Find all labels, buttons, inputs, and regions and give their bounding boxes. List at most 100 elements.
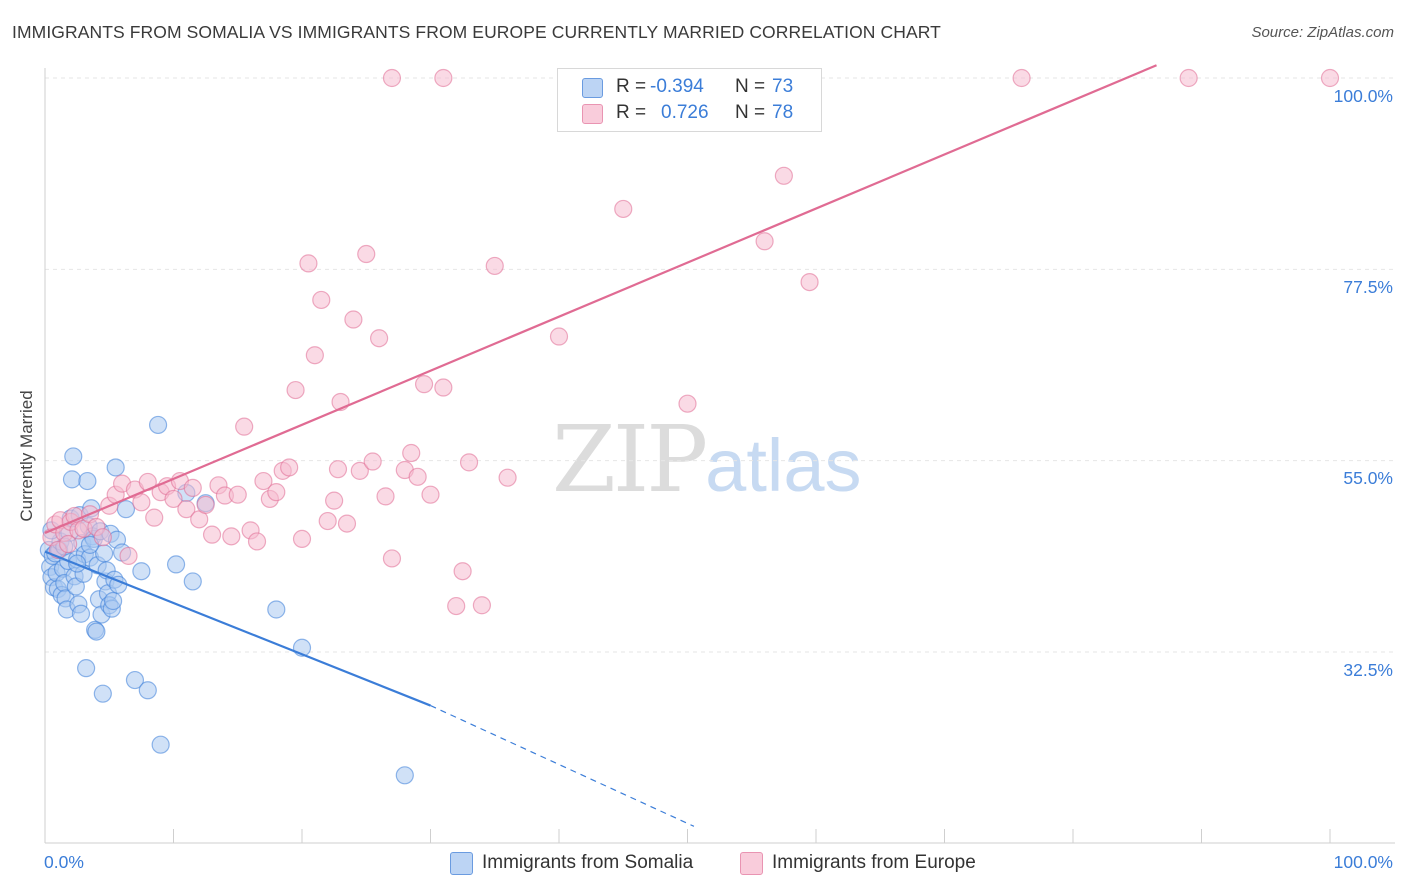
watermark: ZIPatlas (552, 406, 861, 513)
europe-point (1179, 68, 1198, 88)
legend-r-label: R = (616, 76, 647, 97)
bottom-legend-swatch-europe (740, 852, 763, 875)
somalia-point (151, 735, 170, 754)
europe-point (222, 527, 241, 546)
europe-point (337, 514, 357, 533)
europe-point (421, 485, 440, 504)
europe-point (447, 596, 466, 616)
legend-r-label: R = (616, 102, 647, 123)
europe-point (1320, 68, 1340, 88)
legend-n-value: 73 (772, 76, 794, 97)
europe-point (93, 528, 112, 547)
somalia-point (125, 670, 145, 690)
europe-point (382, 549, 402, 568)
somalia-point (132, 562, 151, 581)
europe-point (254, 471, 273, 491)
europe-point (402, 443, 421, 463)
europe-point (119, 546, 138, 566)
legend-n-label: N = (735, 76, 766, 97)
legend-swatch-europe (582, 104, 603, 124)
watermark-zip: ZIP (552, 406, 708, 513)
somalia-point (148, 415, 168, 435)
europe-point (280, 458, 299, 477)
legend-swatch-somalia (582, 78, 603, 98)
europe-point (344, 310, 363, 329)
somalia-point (138, 681, 157, 700)
somalia-point (106, 458, 125, 477)
europe-point (286, 380, 305, 400)
somalia-point (116, 500, 136, 519)
x-tick-label-min: 0.0% (44, 852, 84, 872)
europe-point (382, 68, 402, 88)
somalia-point (395, 766, 414, 785)
europe-point (292, 529, 312, 549)
europe-point (350, 461, 369, 480)
legend-r-value: 0.726 (661, 102, 709, 123)
europe-point (145, 508, 164, 527)
europe-point (472, 596, 491, 615)
y-tick-label-77-5: 77.5% (1343, 277, 1393, 297)
europe-point (357, 244, 376, 264)
europe-point (453, 562, 472, 581)
europe-point (132, 493, 151, 512)
europe-point (164, 489, 183, 509)
europe-point (318, 511, 337, 531)
europe-point (459, 453, 479, 472)
somalia-trend-line (44, 550, 431, 707)
europe-point (414, 375, 434, 394)
bottom-legend-label-somalia: Immigrants from Somalia (482, 852, 694, 873)
europe-point (755, 232, 774, 251)
europe-point (434, 378, 453, 397)
y-tick-label-100: 100.0% (1333, 86, 1393, 106)
correlation-legend: R = -0.394 N = 73 R = 0.726 N = 78 (557, 68, 822, 132)
x-tick-label-max: 100.0% (1333, 852, 1393, 872)
europe-point (228, 485, 247, 504)
europe-point (299, 254, 318, 273)
europe-point (177, 500, 196, 519)
europe-point (247, 532, 267, 551)
somalia-point (104, 591, 123, 611)
europe-point (485, 256, 504, 276)
somalia-point (267, 600, 286, 619)
europe-point (800, 272, 819, 292)
legend-r-value: -0.394 (650, 76, 704, 97)
y-tick-label-32-5: 32.5% (1343, 660, 1393, 680)
somalia-point (78, 471, 97, 491)
legend-n-value: 78 (772, 102, 794, 123)
somalia-point (71, 604, 91, 623)
europe-point (325, 491, 344, 510)
europe-point (59, 534, 78, 554)
somalia-point (166, 555, 186, 574)
watermark-atlas: atlas (705, 424, 862, 507)
europe-point (202, 525, 222, 544)
europe-point (235, 417, 254, 436)
europe-point (1012, 68, 1031, 88)
europe-point (267, 483, 286, 502)
europe-point (408, 467, 427, 486)
europe-point (376, 487, 395, 506)
europe-point (183, 478, 202, 497)
europe-point (498, 468, 517, 487)
europe-trend-line (44, 64, 1157, 534)
somalia-point (183, 572, 202, 591)
europe-point (196, 495, 215, 514)
bottom-legend-swatch-somalia (450, 852, 473, 875)
europe-point (370, 329, 389, 348)
legend-n-label: N = (735, 102, 766, 123)
europe-point (363, 452, 382, 471)
source-label: Source: ZipAtlas.com (1251, 24, 1394, 41)
chart-title: IMMIGRANTS FROM SOMALIA VS IMMIGRANTS FR… (12, 22, 941, 42)
somalia-point (87, 622, 106, 641)
europe-point (434, 68, 453, 88)
y-tick-label-55: 55.0% (1343, 468, 1393, 488)
somalia-point (64, 447, 83, 466)
somalia-point (62, 470, 82, 489)
somalia-point (77, 659, 96, 678)
somalia-trend-extension (430, 705, 695, 827)
europe-point (614, 199, 633, 219)
bottom-legend-label-europe: Immigrants from Europe (772, 852, 976, 873)
europe-point (549, 327, 569, 346)
europe-point (312, 290, 331, 310)
europe-point (678, 394, 697, 413)
